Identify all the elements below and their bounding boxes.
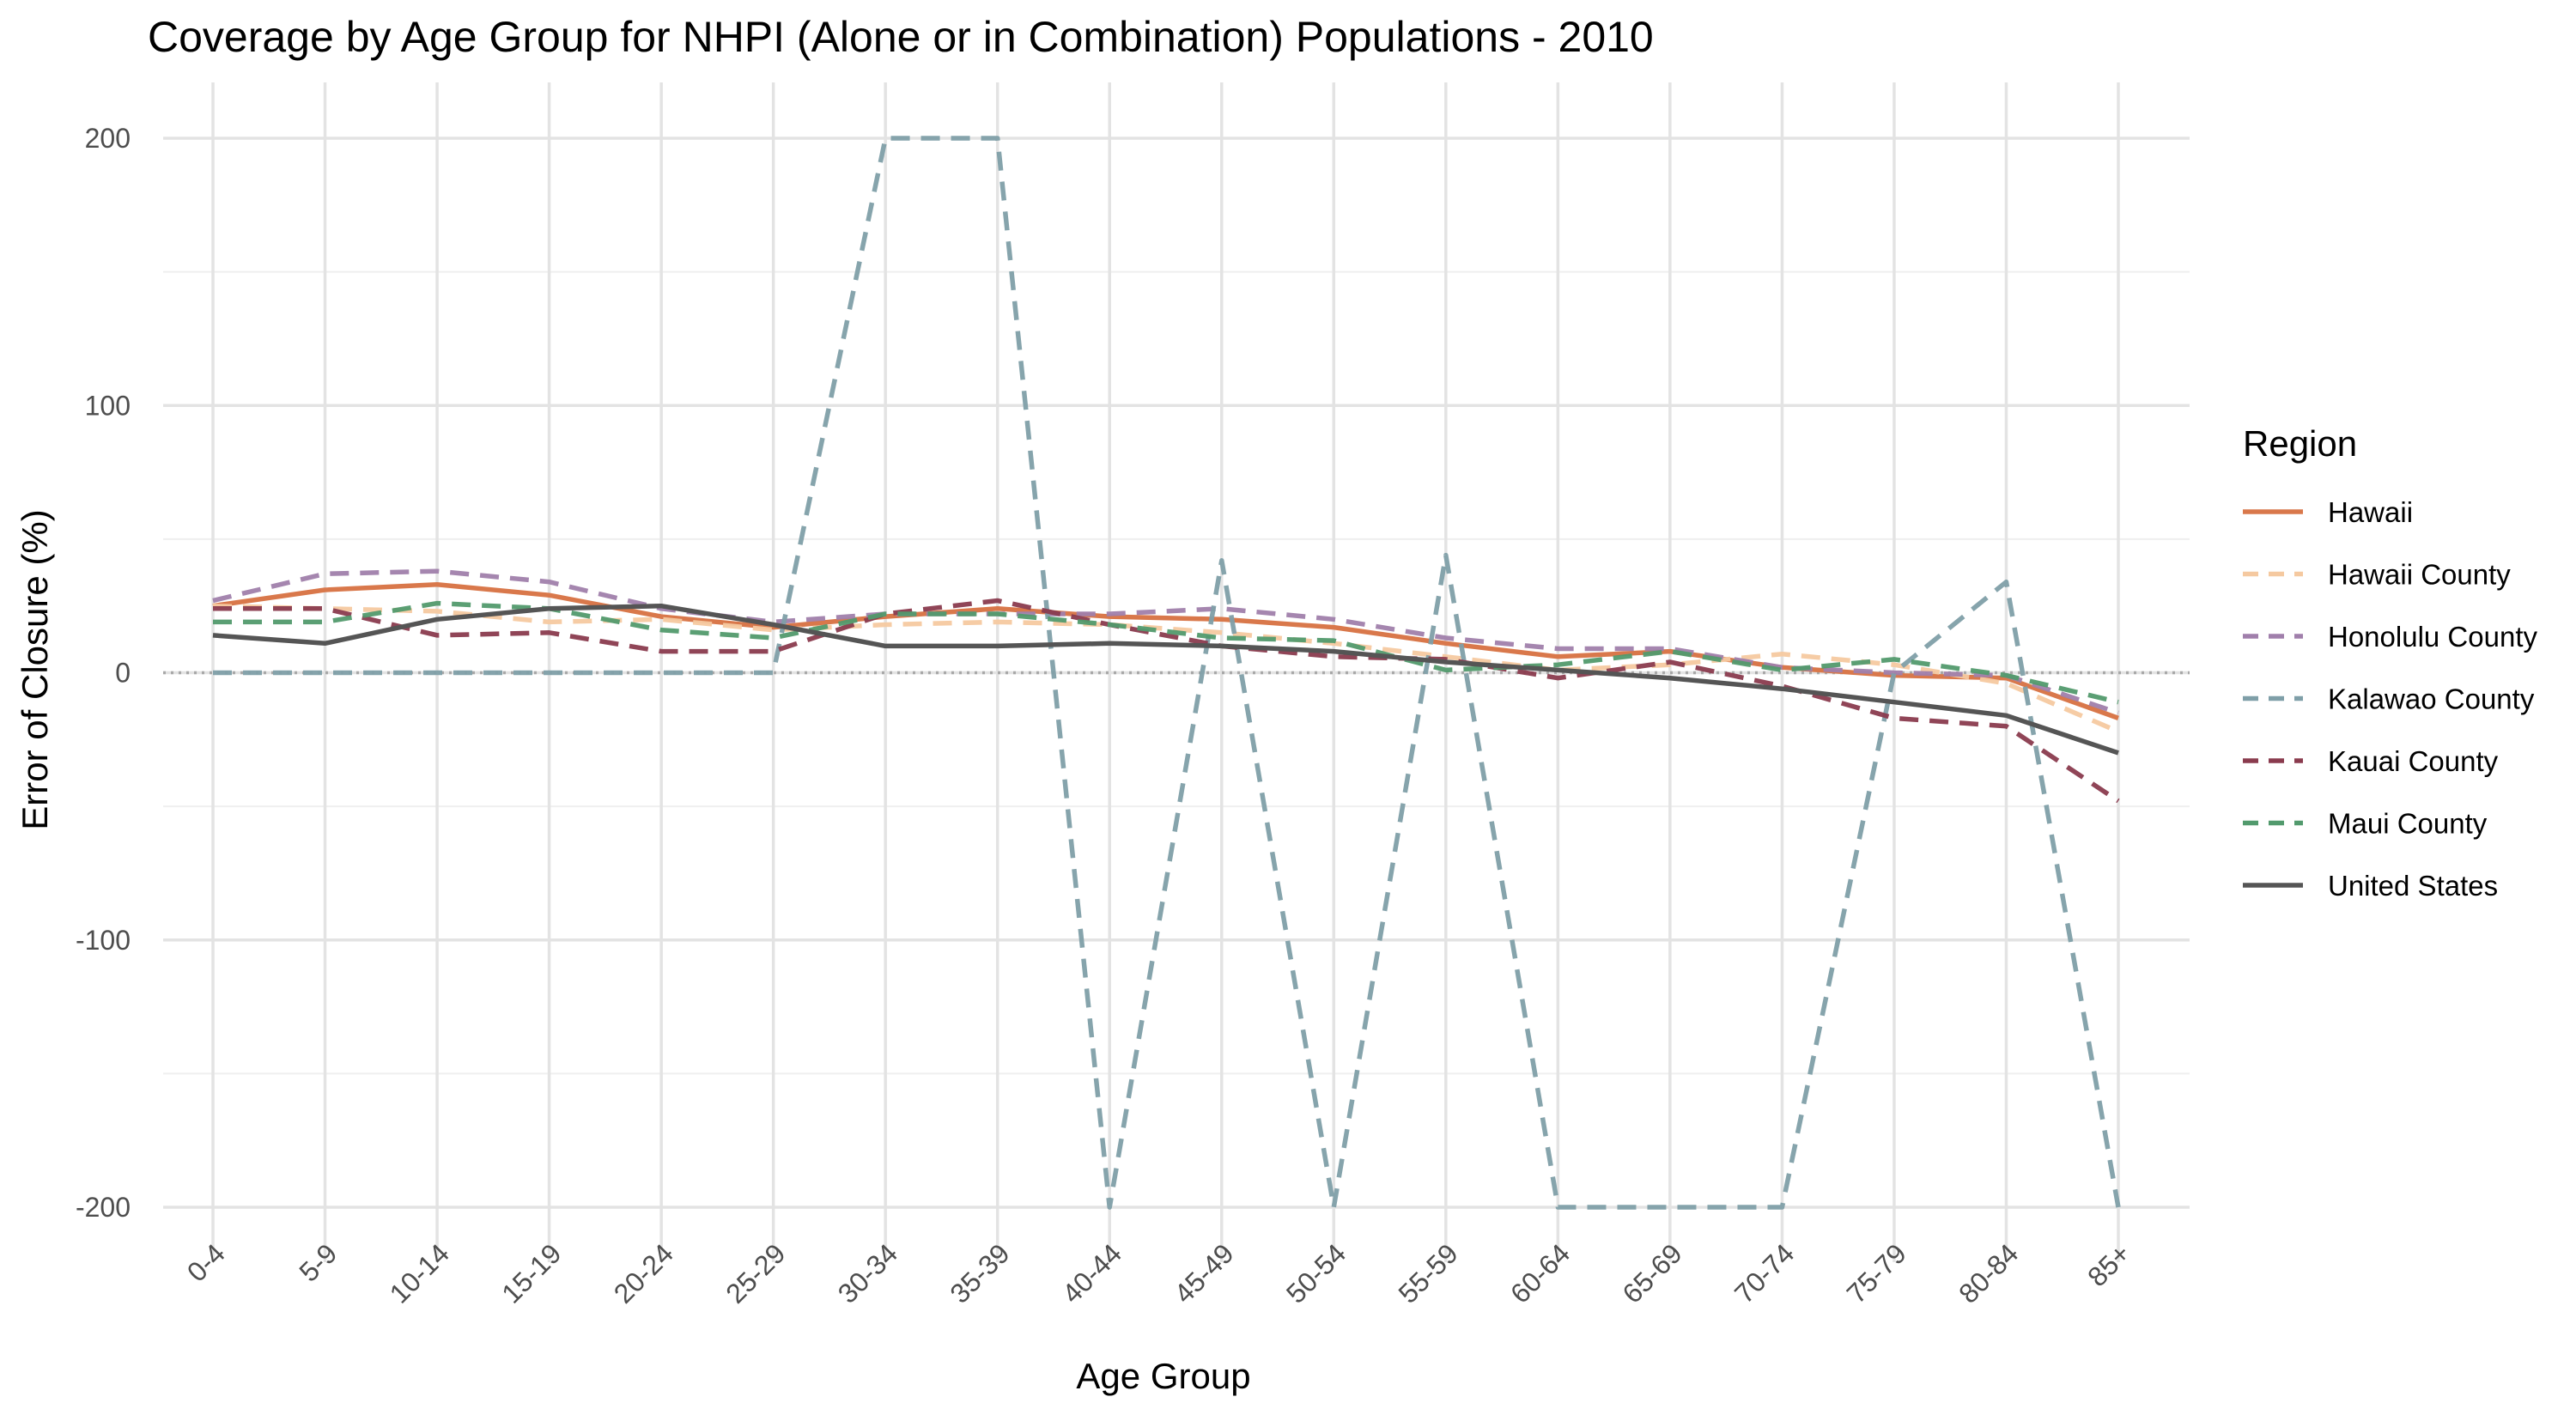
legend-label: Honolulu County xyxy=(2328,621,2537,653)
y-axis-title: Error of Closure (%) xyxy=(15,509,55,829)
series-line-maui-county xyxy=(213,600,2119,705)
legend-label: Maui County xyxy=(2328,808,2488,840)
legend-label: Kalawao County xyxy=(2328,683,2535,715)
y-tick-label: 200 xyxy=(85,123,131,154)
y-tick-label: -100 xyxy=(76,925,131,956)
legend: Region Hawaii Hawaii County Honolulu Count… xyxy=(2243,423,2537,902)
y-axis-ticks: -200 -100 0 100 200 xyxy=(76,123,131,1223)
series-line-hawaii-county xyxy=(212,603,2120,734)
legend-label: Hawaii xyxy=(2328,496,2413,528)
legend-label: United States xyxy=(2328,870,2498,902)
legend-title: Region xyxy=(2243,423,2357,464)
x-axis-title: Age Group xyxy=(1076,1356,1250,1396)
y-tick-label: 0 xyxy=(115,658,131,689)
series-line-united-states xyxy=(212,603,2119,756)
y-tick-label: -200 xyxy=(76,1192,131,1223)
y-tick-label: 100 xyxy=(85,390,131,421)
series-line-kalawao-county xyxy=(213,136,2121,1210)
legend-label: Kauai County xyxy=(2328,745,2499,777)
legend-label: Hawaii County xyxy=(2328,559,2511,591)
series-lines xyxy=(212,136,2121,1210)
chart-title: Coverage by Age Group for NHPI (Alone or… xyxy=(148,13,1654,61)
